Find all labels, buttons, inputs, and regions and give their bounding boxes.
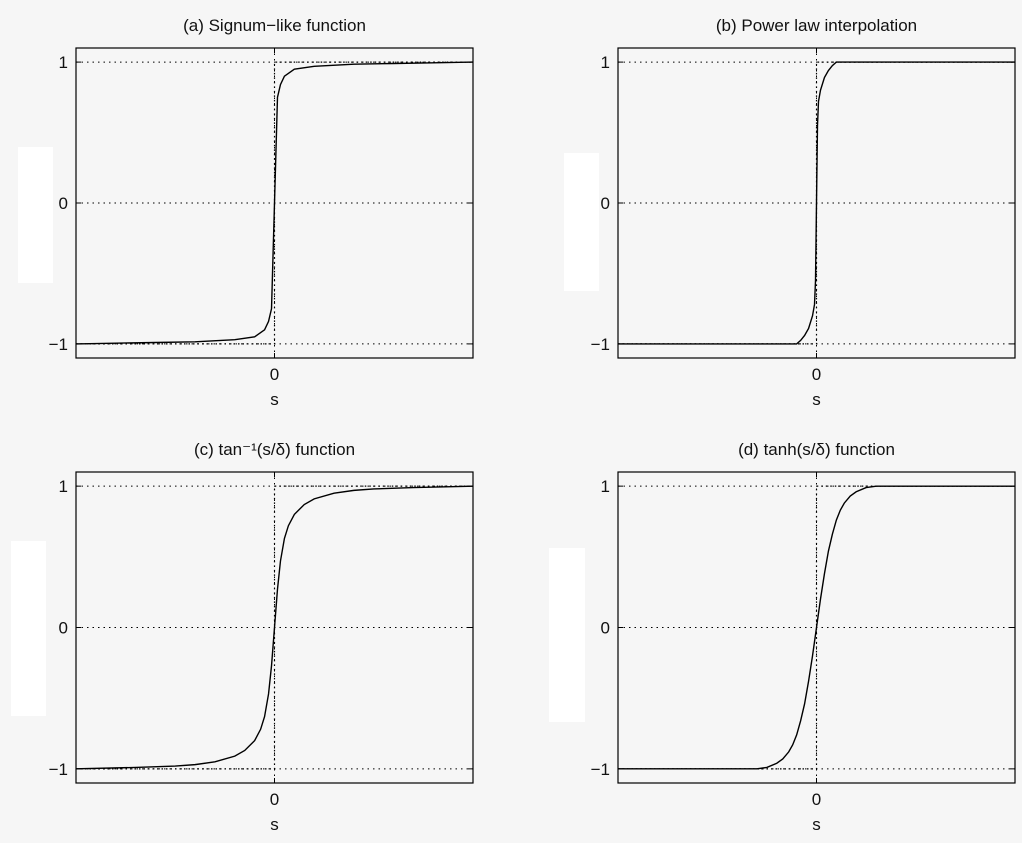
y-tick-label-c-2: 1 bbox=[59, 477, 68, 496]
y-tick-label-a-1: 0 bbox=[59, 194, 68, 213]
series-reference-d bbox=[618, 485, 1015, 770]
axes-frame-b bbox=[617, 47, 1016, 359]
x-tick-label-a-0: 0 bbox=[270, 365, 279, 384]
series-reference-b bbox=[618, 61, 1015, 345]
x-tick-label-b-0: 0 bbox=[812, 365, 821, 384]
panel-a: (a) Signum−like function −1 0 1 0 s bbox=[49, 16, 474, 409]
y-tick-label-d-0: −1 bbox=[591, 760, 610, 779]
axes-frame-a bbox=[75, 47, 474, 359]
axes-frame-d bbox=[617, 471, 1016, 784]
label-patch-a bbox=[18, 147, 53, 283]
panel-b: (b) Power law interpolation −1 0 1 0 s bbox=[591, 16, 1016, 409]
y-tick-label-b-1: 0 bbox=[601, 194, 610, 213]
y-tick-label-d-2: 1 bbox=[601, 477, 610, 496]
x-axis-label-a: s bbox=[270, 390, 279, 409]
series-curve-c bbox=[75, 485, 474, 770]
y-tick-label-b-2: 1 bbox=[601, 53, 610, 72]
label-patch-c bbox=[11, 541, 46, 716]
y-tick-label-c-0: −1 bbox=[49, 760, 68, 779]
y-tick-label-d-1: 0 bbox=[601, 619, 610, 638]
y-tick-label-b-0: −1 bbox=[591, 335, 610, 354]
y-tick-label-a-0: −1 bbox=[49, 335, 68, 354]
chart-title-b: (b) Power law interpolation bbox=[716, 16, 917, 35]
chart-title-c: (c) tan⁻¹(s/δ) function bbox=[194, 440, 355, 459]
series-reference-a bbox=[76, 61, 473, 345]
y-tick-label-a-2: 1 bbox=[59, 53, 68, 72]
label-patch-d bbox=[549, 548, 585, 722]
chart-title-a: (a) Signum−like function bbox=[183, 16, 366, 35]
series-curve-d bbox=[618, 485, 1015, 770]
x-tick-label-d-0: 0 bbox=[812, 790, 821, 809]
x-axis-label-d: s bbox=[812, 815, 821, 834]
x-tick-label-c-0: 0 bbox=[270, 790, 279, 809]
series-reference-c bbox=[76, 485, 473, 770]
x-axis-label-b: s bbox=[812, 390, 821, 409]
series-curve-b bbox=[618, 61, 1015, 345]
chart-title-d: (d) tanh(s/δ) function bbox=[738, 440, 895, 459]
panel-c: (c) tan⁻¹(s/δ) function −1 0 1 0 s bbox=[49, 440, 474, 834]
series-curve-a bbox=[75, 61, 474, 345]
axes-frame-c bbox=[75, 471, 474, 784]
panel-d: (d) tanh(s/δ) function −1 0 1 0 s bbox=[591, 440, 1016, 834]
x-axis-label-c: s bbox=[270, 815, 279, 834]
label-patch-b bbox=[564, 153, 599, 291]
y-tick-label-c-1: 0 bbox=[59, 619, 68, 638]
